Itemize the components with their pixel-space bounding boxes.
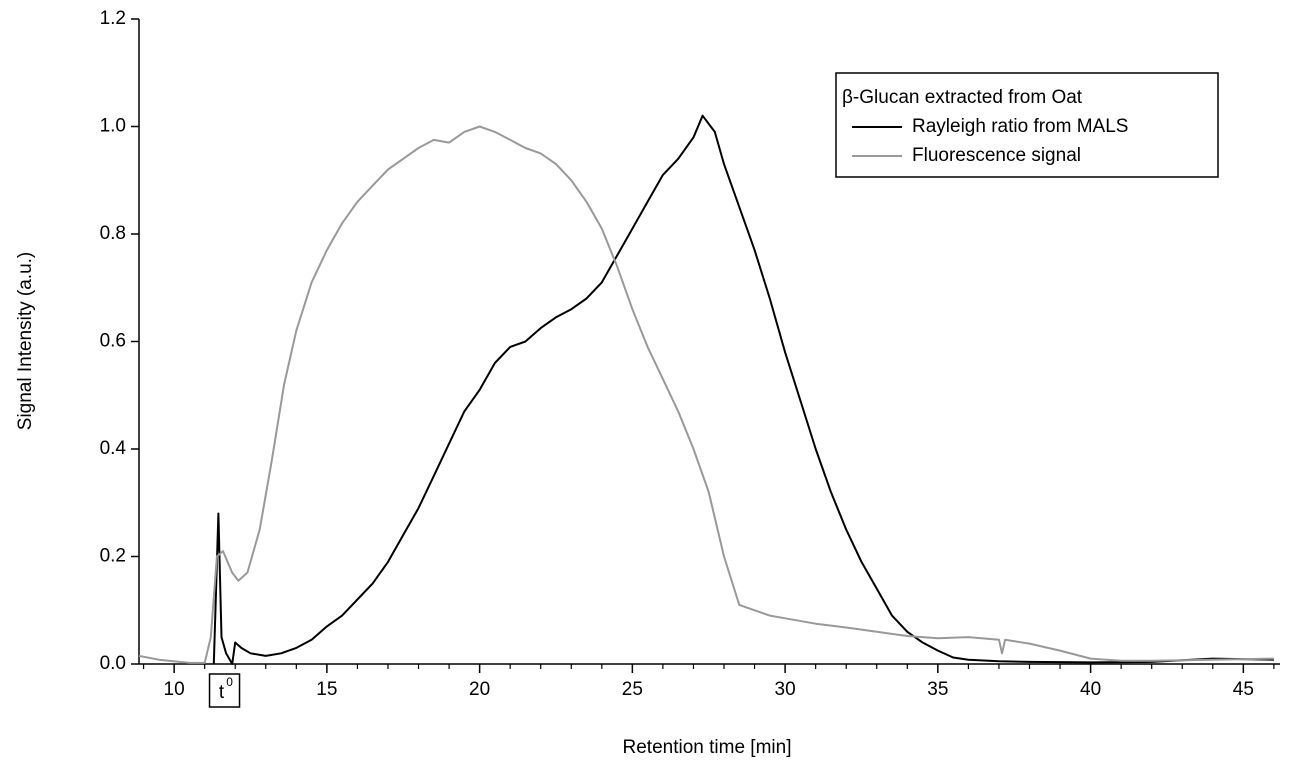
legend-box — [835, 72, 1219, 178]
y-tick-label: 0.4 — [100, 438, 127, 459]
annotation: t — [219, 682, 225, 703]
legend-label: Fluorescence signal — [912, 145, 1081, 166]
y-tick-label: 1.0 — [100, 116, 126, 137]
y-tick-label: 0.0 — [100, 653, 126, 674]
legend-label: Rayleigh ratio from MALS — [912, 116, 1128, 137]
y-tick-label: 0.8 — [100, 223, 126, 244]
legend-title: β-Glucan extracted from Oat — [842, 87, 1083, 108]
x-axis-label: Retention time [min] — [623, 737, 792, 758]
y-tick-label: 1.2 — [100, 8, 126, 29]
y-tick-label: 0.6 — [100, 331, 126, 352]
annotation-sup: 0 — [226, 675, 233, 689]
y-tick-label: 0.2 — [100, 546, 126, 567]
line-series — [138, 125, 1274, 664]
x-tick-label: 45 — [1233, 679, 1254, 700]
x-tick-label: 10 — [164, 679, 185, 700]
annotation-box — [208, 673, 241, 708]
x-tick-label: 35 — [927, 679, 948, 700]
x-tick-label: 30 — [775, 679, 796, 700]
x-tick-label: 20 — [469, 679, 490, 700]
line-series — [212, 114, 1274, 665]
x-tick-label: 25 — [622, 679, 643, 700]
x-tick-label: 15 — [316, 679, 337, 700]
x-tick-label: 40 — [1080, 679, 1101, 700]
y-axis-label: Signal Intensity (a.u.) — [15, 252, 36, 430]
